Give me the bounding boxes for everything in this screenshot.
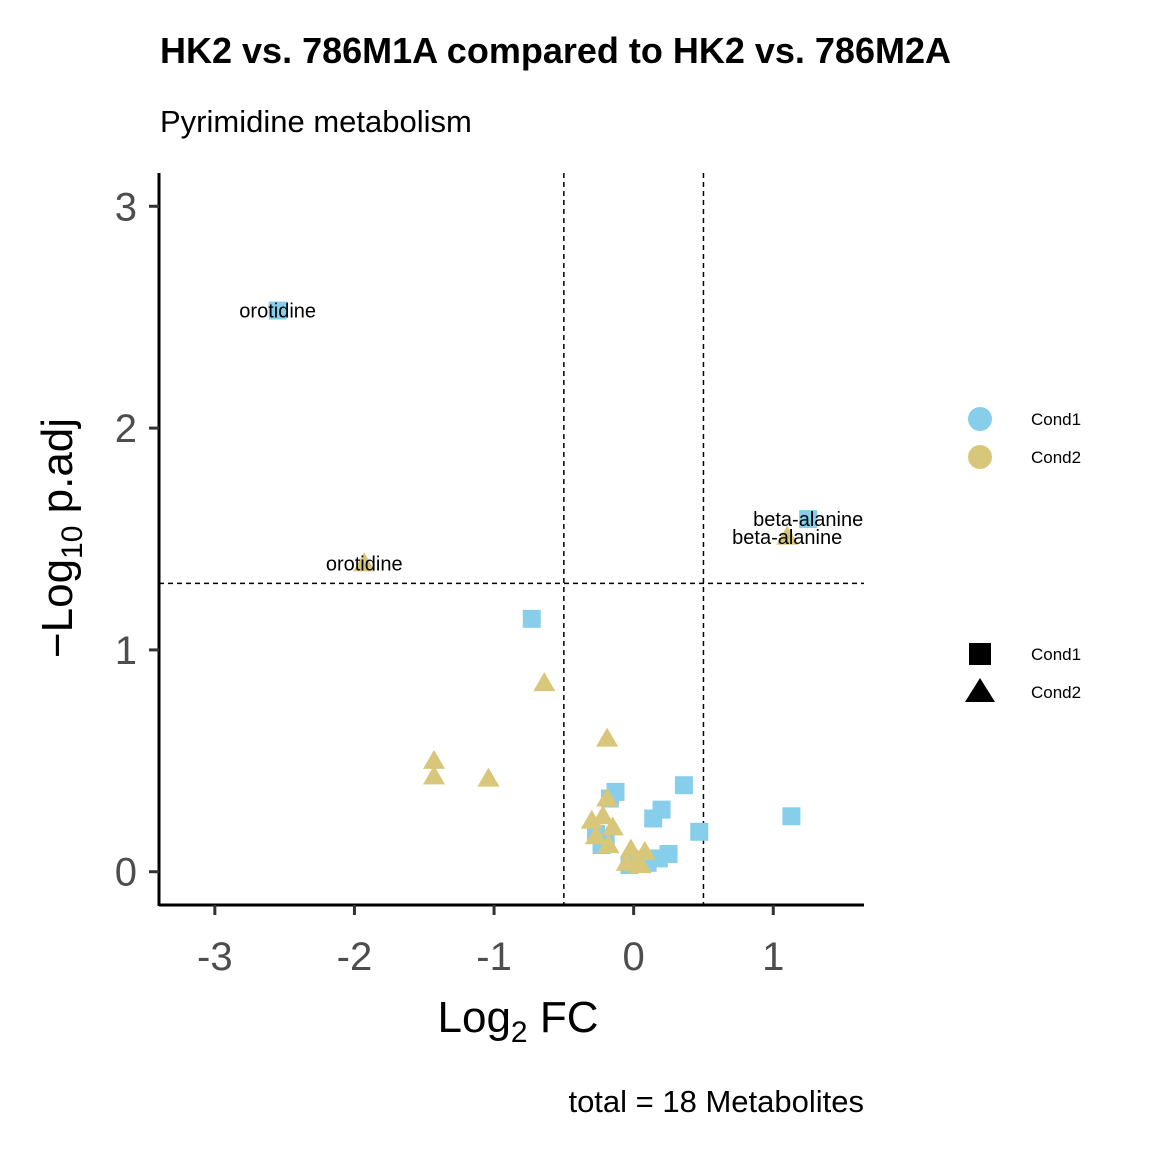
point-label: orotidine	[239, 301, 316, 323]
chart-caption: total = 18 Metabolites	[568, 1084, 864, 1119]
y-tick-label: 3	[115, 185, 137, 229]
x-axis-title: Log2 FC	[438, 993, 599, 1049]
legend-shape-key	[965, 678, 995, 702]
x-tick-label: -1	[476, 935, 512, 979]
cond2-point	[601, 816, 624, 836]
y-tick-label: 1	[115, 629, 137, 673]
legend-color-key	[968, 407, 992, 431]
cond2-point	[776, 525, 799, 545]
data-points	[268, 301, 818, 875]
chart-subtitle: Pyrimidine metabolism	[160, 104, 472, 139]
cond2-point	[423, 749, 446, 769]
legend-color-label: Cond2	[1031, 448, 1081, 467]
threshold-lines	[159, 173, 864, 905]
x-tick-label: 0	[623, 935, 645, 979]
cond2-point	[596, 787, 619, 807]
legend-color-key	[968, 445, 992, 469]
x-tick-label: 1	[762, 935, 784, 979]
legend-shape-key	[969, 643, 991, 665]
legend-shape-label: Cond2	[1031, 683, 1081, 702]
cond1-point	[799, 510, 818, 529]
cond1-point	[644, 809, 663, 828]
cond1-point	[690, 822, 709, 841]
chart-title: HK2 vs. 786M1A compared to HK2 vs. 786M2…	[160, 30, 951, 71]
cond1-point	[782, 807, 801, 826]
cond2-point	[584, 825, 607, 845]
cond2-point	[596, 727, 619, 747]
cond1-point	[268, 301, 287, 320]
legend-color-label: Cond1	[1031, 410, 1081, 429]
point-labels: orotidine beta-alanine orotidine beta-alani…	[239, 301, 863, 576]
y-tick-label: 2	[115, 407, 137, 451]
y-tick-label: 0	[115, 851, 137, 895]
point-label: beta-alanine	[732, 527, 842, 549]
cond1-point	[674, 776, 693, 795]
cond2-point	[597, 834, 620, 854]
legend-shape-label: Cond1	[1031, 645, 1081, 664]
cond2-point	[615, 851, 638, 871]
x-axis-ticks: -3 -2 -1 0 1	[197, 905, 784, 979]
cond2-point	[353, 552, 376, 572]
legend-shape: Cond1 Cond2	[965, 643, 1081, 702]
cond2-point	[533, 672, 556, 692]
cond1-point	[522, 609, 541, 628]
y-axis-ticks: 0 1 2 3	[115, 185, 159, 895]
y-axis-title: −Log10 p.adj	[33, 418, 89, 658]
cond2-point	[423, 765, 446, 785]
point-label: beta-alanine	[753, 509, 863, 531]
x-tick-label: -2	[337, 935, 373, 979]
cond2-point	[580, 809, 603, 829]
legend-color: Cond1 Cond2	[968, 407, 1081, 469]
point-label: orotidine	[326, 553, 403, 575]
cond2-point	[477, 767, 500, 787]
x-tick-label: -3	[197, 935, 233, 979]
